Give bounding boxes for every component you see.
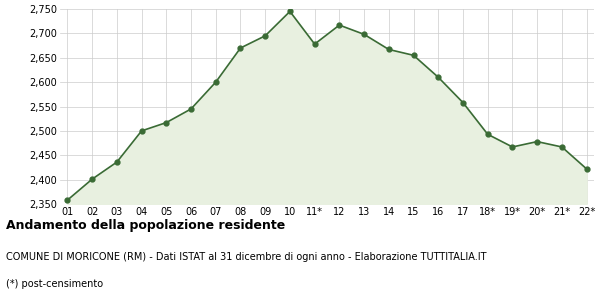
Text: Andamento della popolazione residente: Andamento della popolazione residente	[6, 219, 285, 232]
Text: (*) post-censimento: (*) post-censimento	[6, 279, 103, 289]
Text: COMUNE DI MORICONE (RM) - Dati ISTAT al 31 dicembre di ogni anno - Elaborazione : COMUNE DI MORICONE (RM) - Dati ISTAT al …	[6, 252, 487, 262]
